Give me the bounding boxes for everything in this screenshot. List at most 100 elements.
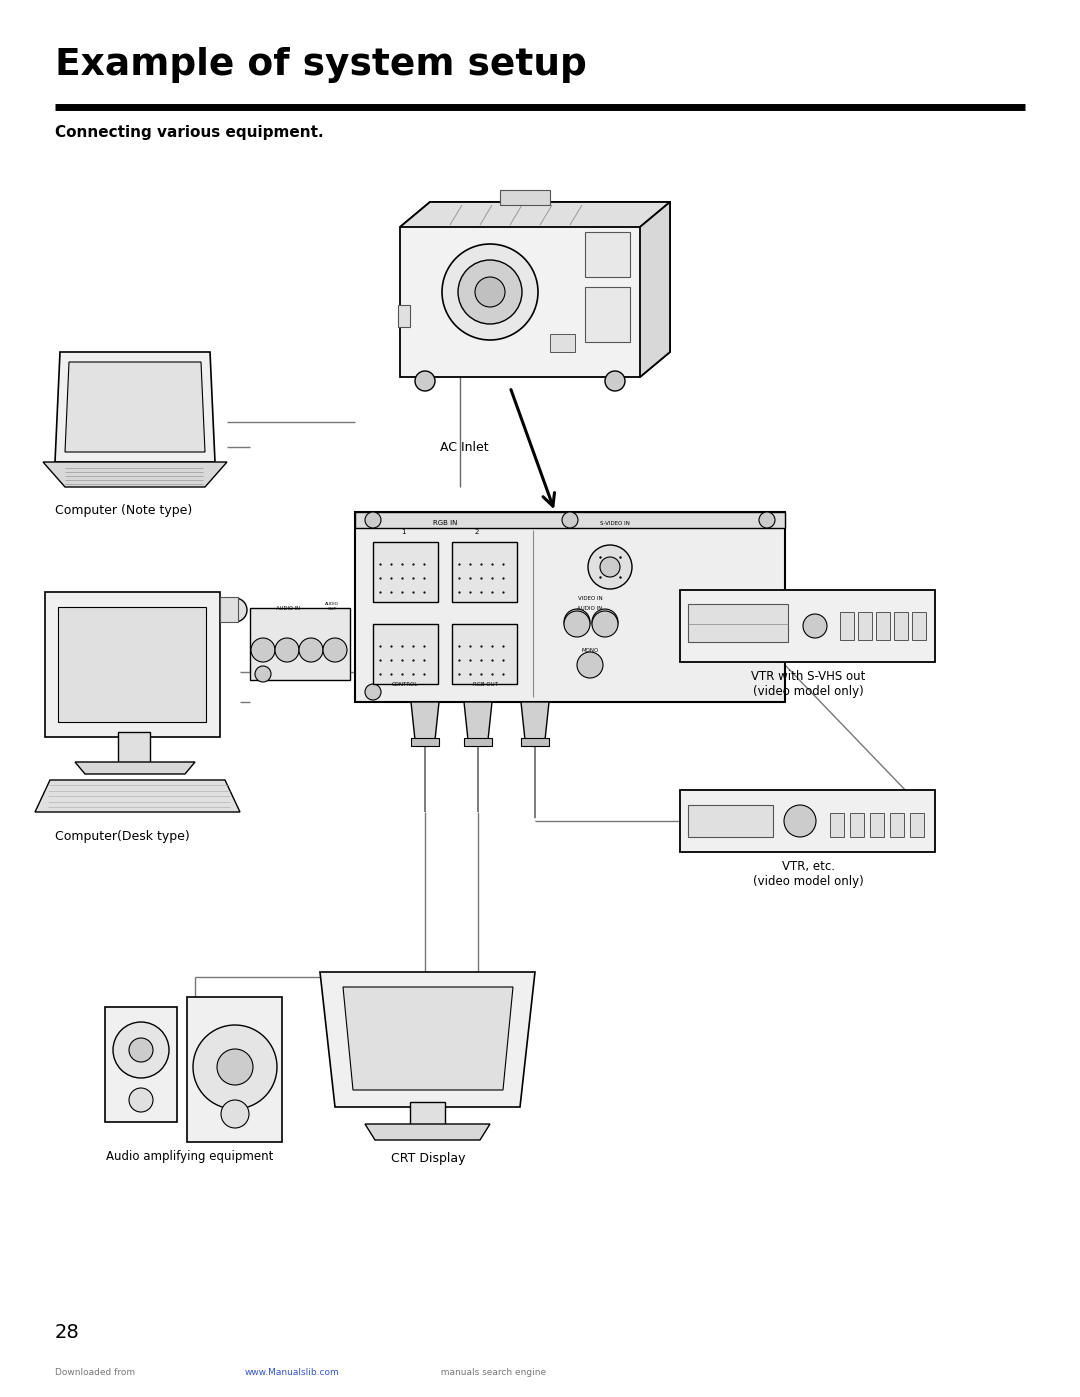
Bar	[45, 592, 220, 738]
Circle shape	[415, 372, 435, 391]
Bar	[550, 334, 575, 352]
Circle shape	[804, 615, 827, 638]
Bar	[680, 789, 935, 852]
Circle shape	[588, 545, 632, 590]
Text: Audio amplifying equipment: Audio amplifying equipment	[106, 1150, 273, 1162]
Polygon shape	[75, 761, 195, 774]
Text: Example of system setup: Example of system setup	[55, 47, 586, 82]
Text: VIDEO IN: VIDEO IN	[578, 597, 603, 601]
Polygon shape	[464, 703, 492, 740]
Circle shape	[222, 598, 247, 622]
Polygon shape	[35, 780, 240, 812]
Text: 28: 28	[55, 1323, 80, 1343]
Circle shape	[193, 1025, 276, 1109]
Circle shape	[600, 557, 620, 577]
Circle shape	[564, 609, 590, 636]
Text: RGB OUT: RGB OUT	[473, 682, 498, 687]
Bar	[840, 612, 854, 640]
Bar	[688, 604, 788, 643]
Circle shape	[323, 638, 347, 662]
Bar	[688, 805, 773, 837]
Text: CRT Display: CRT Display	[391, 1153, 465, 1165]
Text: AC Inlet: AC Inlet	[440, 440, 488, 454]
Circle shape	[458, 260, 522, 324]
Bar	[585, 232, 630, 277]
Bar	[355, 511, 785, 528]
Bar	[585, 286, 630, 342]
Text: Connecting various equipment.: Connecting various equipment.	[55, 124, 324, 140]
Bar	[910, 813, 924, 837]
Circle shape	[129, 1038, 153, 1062]
Polygon shape	[411, 703, 438, 740]
Bar	[355, 511, 785, 703]
Bar	[680, 590, 935, 662]
Text: RGB IN: RGB IN	[433, 520, 457, 527]
Text: Downloaded from: Downloaded from	[55, 1368, 138, 1377]
Polygon shape	[43, 462, 227, 488]
Polygon shape	[55, 352, 215, 462]
Bar	[118, 732, 150, 767]
Bar	[453, 624, 517, 685]
Circle shape	[275, 638, 299, 662]
Bar	[220, 597, 238, 622]
Polygon shape	[521, 703, 549, 740]
Polygon shape	[640, 203, 670, 377]
Text: Computer (Note type): Computer (Note type)	[55, 504, 192, 517]
Bar	[187, 997, 282, 1141]
Circle shape	[113, 1023, 168, 1078]
Circle shape	[475, 277, 505, 307]
Bar	[858, 612, 872, 640]
Text: www.Manualslib.com: www.Manualslib.com	[245, 1368, 340, 1377]
Bar	[894, 612, 908, 640]
Polygon shape	[65, 362, 205, 453]
Text: VTR with S-VHS out
(video model only): VTR with S-VHS out (video model only)	[751, 671, 865, 698]
Circle shape	[442, 244, 538, 339]
Circle shape	[255, 666, 271, 682]
Bar	[58, 608, 206, 722]
Text: VTR, etc.
(video model only): VTR, etc. (video model only)	[753, 861, 863, 888]
Text: AUDIO IN: AUDIO IN	[276, 606, 300, 610]
Circle shape	[759, 511, 775, 528]
Polygon shape	[320, 972, 535, 1106]
Polygon shape	[365, 1125, 490, 1140]
Circle shape	[564, 610, 590, 637]
Circle shape	[299, 638, 323, 662]
Bar	[249, 608, 350, 680]
Circle shape	[365, 685, 381, 700]
Bar	[850, 813, 864, 837]
Bar	[890, 813, 904, 837]
Circle shape	[365, 511, 381, 528]
Bar	[521, 738, 549, 746]
Circle shape	[592, 609, 618, 636]
Bar	[373, 624, 438, 685]
Circle shape	[221, 1099, 249, 1127]
Bar	[876, 612, 890, 640]
Text: MONO: MONO	[581, 648, 598, 652]
Bar	[831, 813, 843, 837]
Circle shape	[592, 610, 618, 637]
Text: 2: 2	[475, 529, 480, 535]
Polygon shape	[343, 988, 513, 1090]
Circle shape	[577, 652, 603, 678]
Circle shape	[784, 805, 816, 837]
Text: Computer(Desk type): Computer(Desk type)	[55, 830, 190, 842]
Bar	[870, 813, 885, 837]
Polygon shape	[400, 203, 670, 226]
Text: CONTROL: CONTROL	[392, 682, 418, 687]
Bar	[912, 612, 926, 640]
Bar	[464, 738, 492, 746]
Circle shape	[129, 1088, 153, 1112]
Bar	[399, 305, 410, 327]
Text: 1: 1	[401, 529, 405, 535]
Polygon shape	[400, 203, 670, 377]
Text: manuals search engine: manuals search engine	[435, 1368, 546, 1377]
Bar	[410, 1102, 445, 1132]
Bar	[373, 542, 438, 602]
Circle shape	[562, 511, 578, 528]
Text: S-VIDEO IN: S-VIDEO IN	[600, 521, 630, 527]
Circle shape	[217, 1049, 253, 1085]
Bar	[500, 190, 550, 205]
Text: AUDIO IN: AUDIO IN	[578, 606, 603, 610]
Circle shape	[605, 372, 625, 391]
Circle shape	[251, 638, 275, 662]
